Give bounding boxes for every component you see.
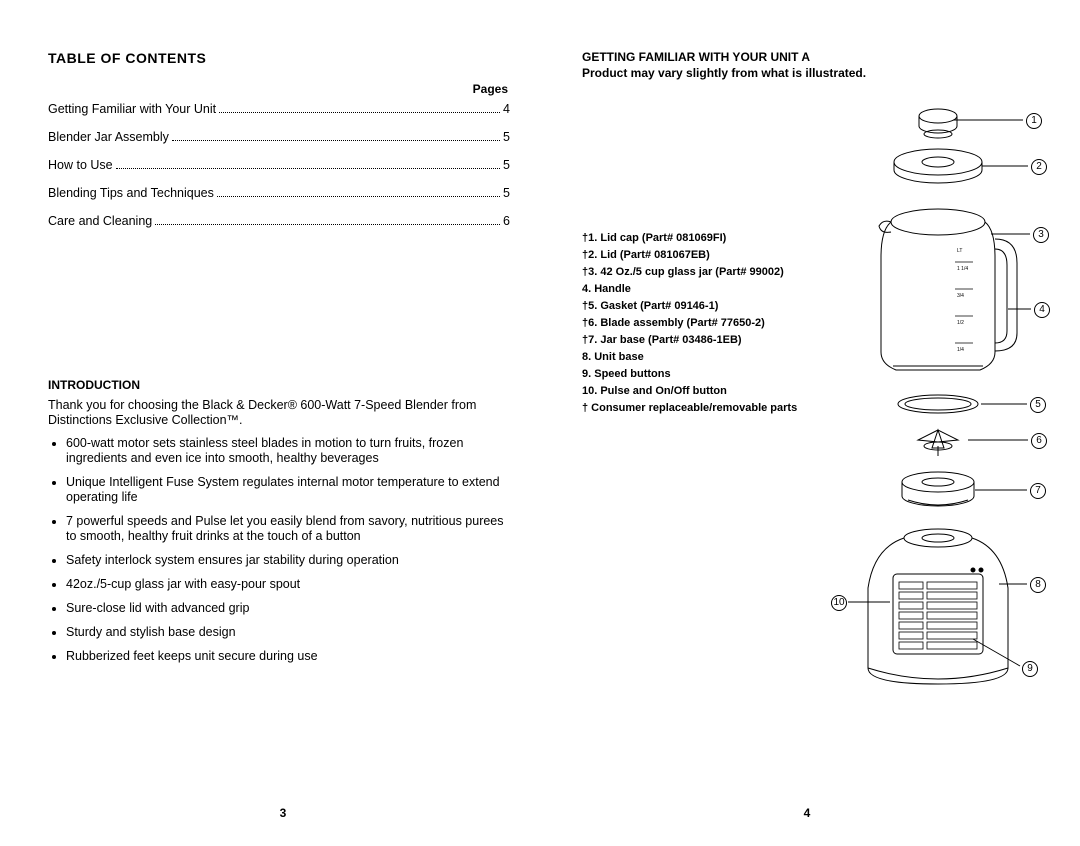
intro-bullet: 42oz./5-cup glass jar with easy-pour spo… <box>66 577 510 592</box>
part-line: †3. 42 Oz./5 cup glass jar (Part# 99002) <box>582 264 852 281</box>
toc-title: Blender Jar Assembly <box>48 130 169 144</box>
right-page: GETTING FAMILIAR WITH YOUR UNIT A Produc… <box>550 0 1080 846</box>
toc-page: 5 <box>503 186 510 200</box>
intro-bullet: Unique Intelligent Fuse System regulates… <box>66 475 510 505</box>
toc-row: Blending Tips and Techniques 5 <box>48 186 510 200</box>
left-page: TABLE OF CONTENTS Pages Getting Familiar… <box>0 0 550 846</box>
part-line: 8. Unit base <box>582 349 852 366</box>
svg-text:1/2: 1/2 <box>957 320 964 326</box>
callout-4: 4 <box>1034 302 1050 318</box>
intro-text: Thank you for choosing the Black & Decke… <box>48 398 510 428</box>
toc-row: Getting Familiar with Your Unit 4 <box>48 102 510 116</box>
toc-page: 6 <box>503 214 510 228</box>
svg-text:LT: LT <box>957 248 962 254</box>
toc-title: Blending Tips and Techniques <box>48 186 214 200</box>
page-number-left: 3 <box>48 806 518 820</box>
part-line: †1. Lid cap (Part# 081069FI) <box>582 230 852 247</box>
toc-page: 5 <box>503 158 510 172</box>
toc-heading: TABLE OF CONTENTS <box>48 50 510 66</box>
introduction-section: INTRODUCTION Thank you for choosing the … <box>48 378 510 664</box>
part-line: †2. Lid (Part# 081067EB) <box>582 247 852 264</box>
part-line: 9. Speed buttons <box>582 366 852 383</box>
callout-8: 8 <box>1030 577 1046 593</box>
intro-bullet: 600-watt motor sets stainless steel blad… <box>66 436 510 466</box>
pages-label: Pages <box>48 82 510 96</box>
intro-bullet: Rubberized feet keeps unit secure during… <box>66 649 510 664</box>
exploded-diagram: LT 1 1/4 3/4 1/2 1/4 1 2 3 4 5 6 7 8 9 10 <box>823 104 1048 724</box>
intro-bullet: Sure-close lid with advanced grip <box>66 601 510 616</box>
callout-2: 2 <box>1031 159 1047 175</box>
toc-title: Care and Cleaning <box>48 214 152 228</box>
unit-heading: GETTING FAMILIAR WITH YOUR UNIT A <box>582 50 1044 64</box>
part-line: 10. Pulse and On/Off button <box>582 383 852 400</box>
blender-diagram-svg: LT 1 1/4 3/4 1/2 1/4 <box>823 104 1048 724</box>
intro-bullet: Safety interlock system ensures jar stab… <box>66 553 510 568</box>
part-line: †6. Blade assembly (Part# 77650-2) <box>582 315 852 332</box>
unit-subtitle: Product may vary slightly from what is i… <box>582 66 1044 80</box>
callout-1: 1 <box>1026 113 1042 129</box>
part-line: †5. Gasket (Part# 09146-1) <box>582 298 852 315</box>
callout-7: 7 <box>1030 483 1046 499</box>
callout-6: 6 <box>1031 433 1047 449</box>
intro-bullet: 7 powerful speeds and Pulse let you easi… <box>66 514 510 544</box>
intro-bullets: 600-watt motor sets stainless steel blad… <box>48 436 510 664</box>
part-line: 4. Handle <box>582 281 852 298</box>
intro-bullet: Sturdy and stylish base design <box>66 625 510 640</box>
parts-list: †1. Lid cap (Part# 081069FI)†2. Lid (Par… <box>582 230 852 418</box>
toc-row: How to Use 5 <box>48 158 510 172</box>
part-line: †7. Jar base (Part# 03486-1EB) <box>582 332 852 349</box>
toc-row: Blender Jar Assembly 5 <box>48 130 510 144</box>
toc-list: Getting Familiar with Your Unit 4 Blender … <box>48 102 510 228</box>
toc-row: Care and Cleaning 6 <box>48 214 510 228</box>
part-line: † Consumer replaceable/removable parts <box>582 400 852 417</box>
toc-page: 5 <box>503 130 510 144</box>
toc-page: 4 <box>503 102 510 116</box>
callout-9: 9 <box>1022 661 1038 677</box>
callout-10: 10 <box>831 595 847 611</box>
intro-heading: INTRODUCTION <box>48 378 510 392</box>
svg-text:3/4: 3/4 <box>957 293 964 299</box>
page-number-right: 4 <box>582 806 1032 820</box>
callout-5: 5 <box>1030 397 1046 413</box>
toc-title: How to Use <box>48 158 113 172</box>
toc-title: Getting Familiar with Your Unit <box>48 102 216 116</box>
callout-3: 3 <box>1033 227 1049 243</box>
svg-text:1 1/4: 1 1/4 <box>957 266 968 272</box>
svg-text:1/4: 1/4 <box>957 347 964 353</box>
